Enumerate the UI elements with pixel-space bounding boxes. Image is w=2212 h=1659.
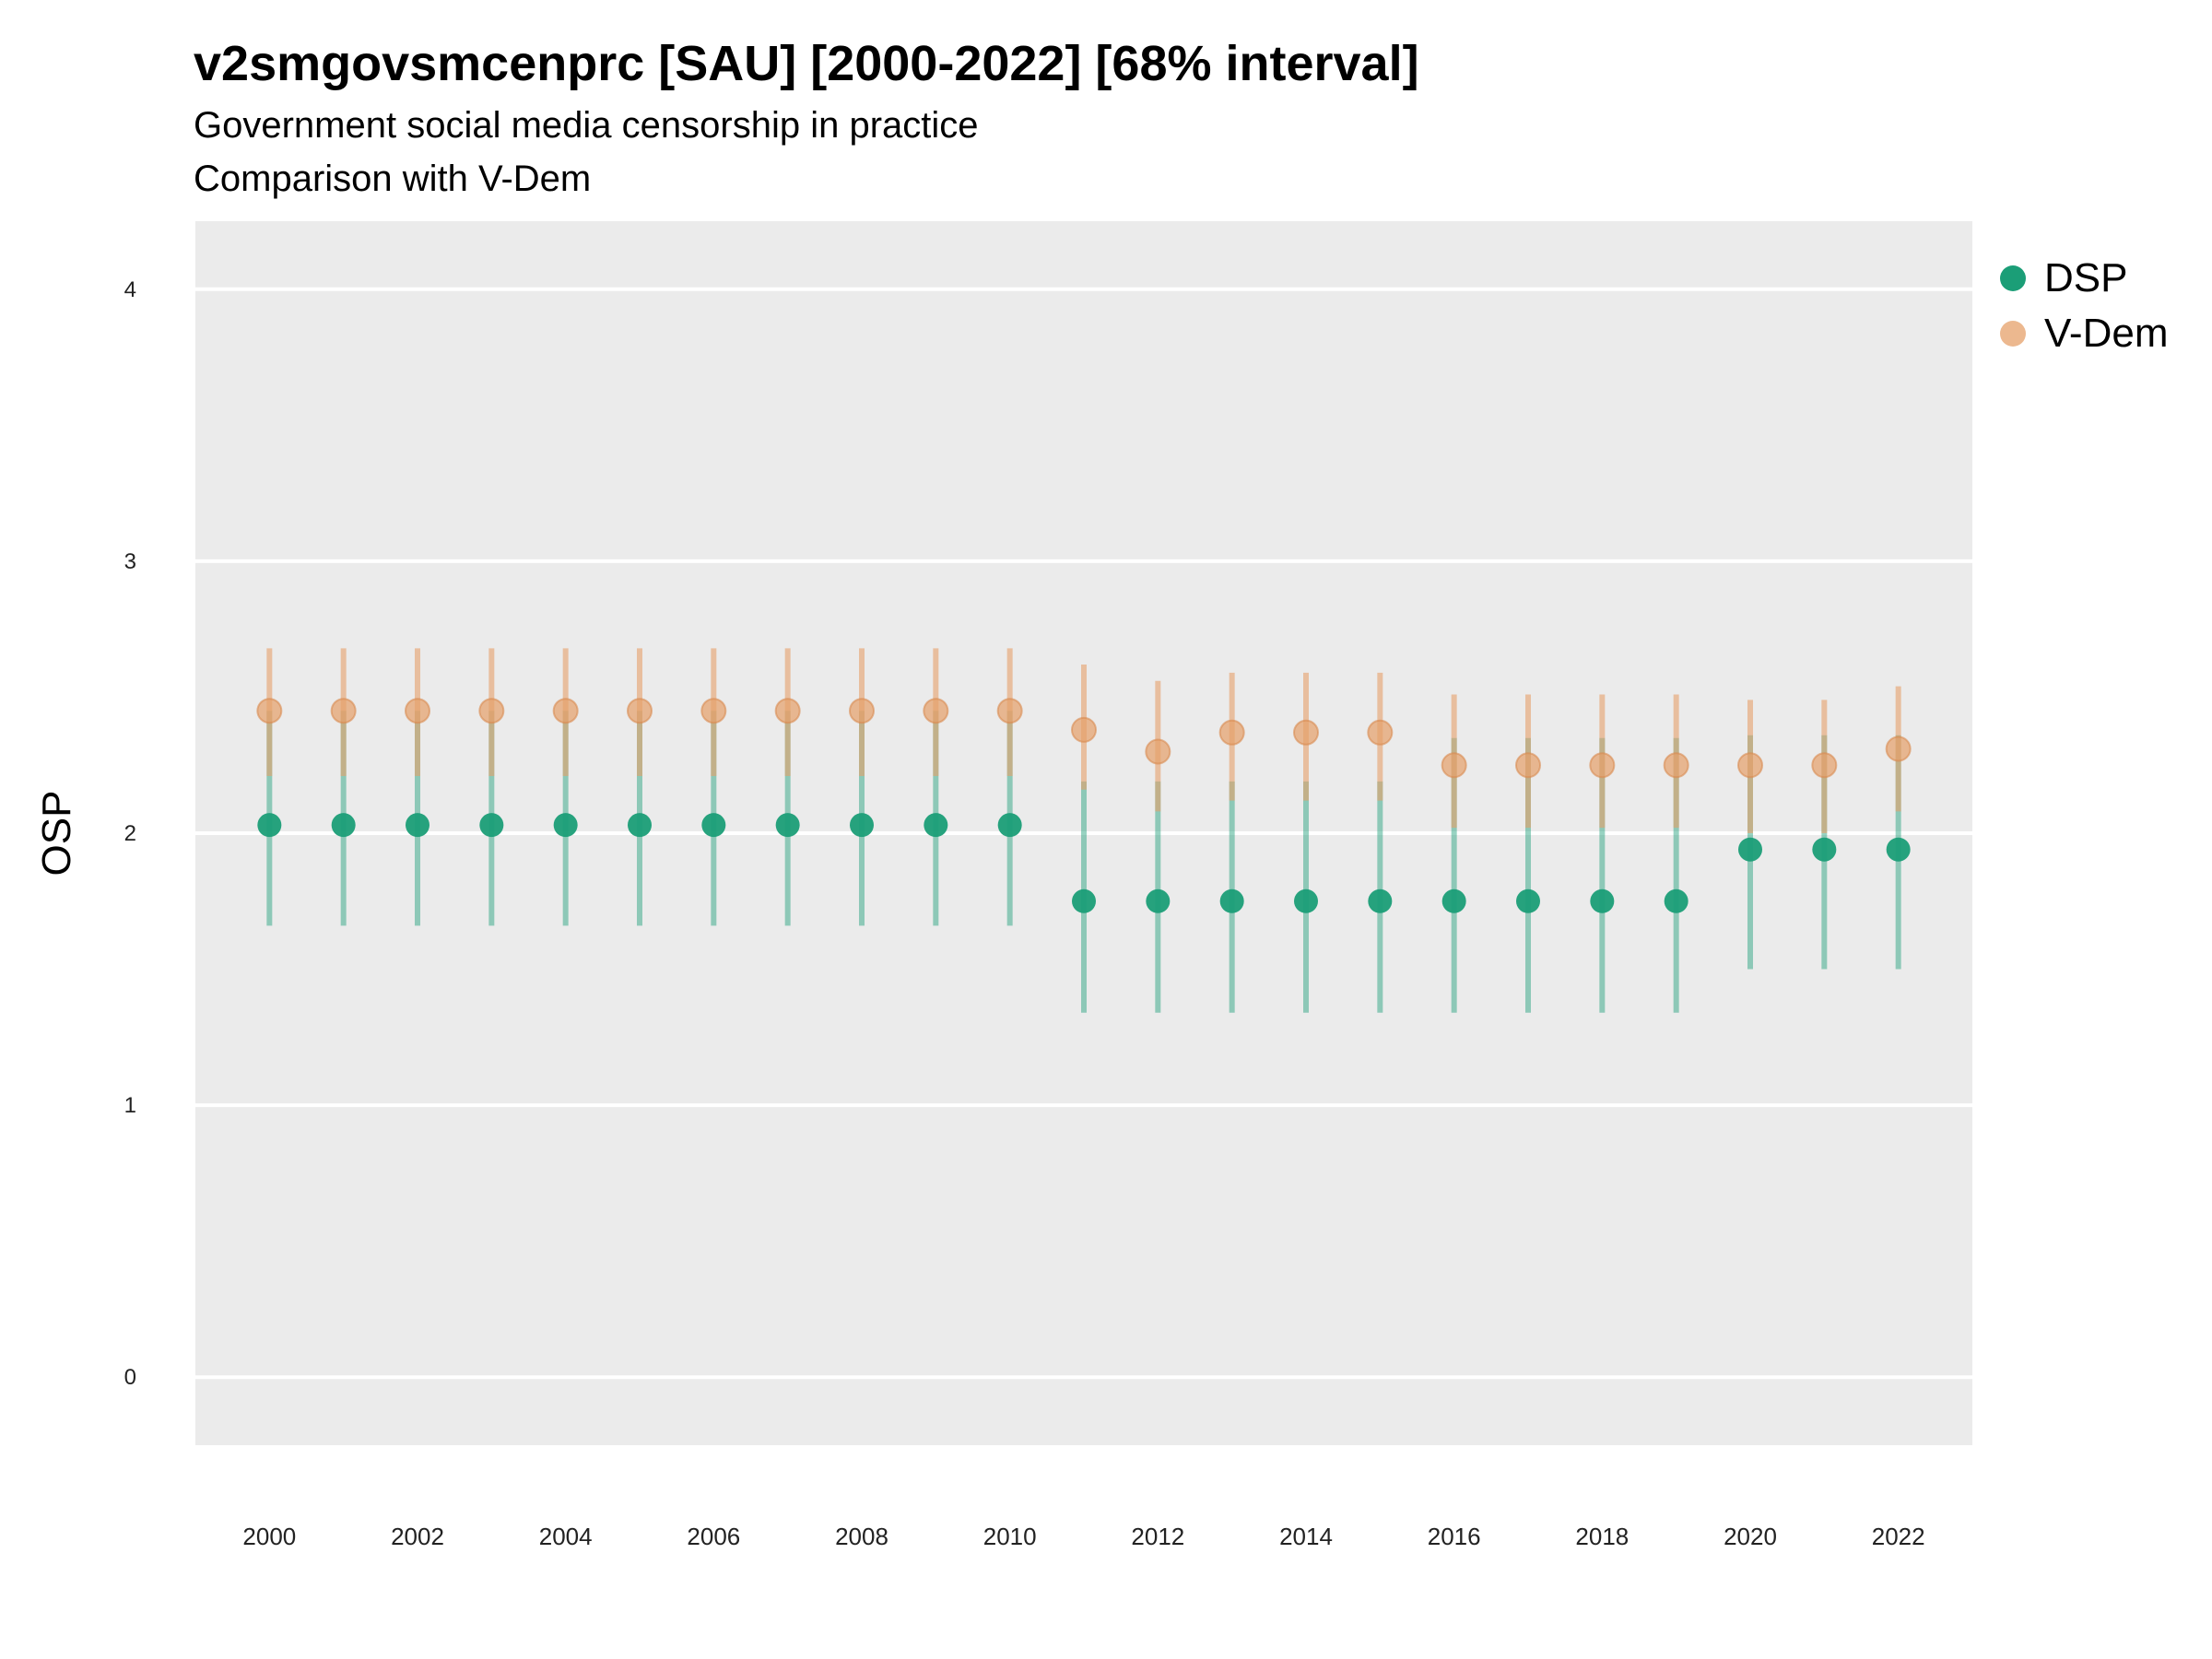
vdem-point (256, 698, 283, 724)
chart-caption: Comparison with V-Dem (194, 159, 592, 199)
dsp-point (1812, 837, 1837, 862)
vdem-point (1441, 752, 1467, 779)
legend-swatch-vdem (2000, 321, 2026, 347)
legend-label-vdem: V-Dem (2044, 311, 2169, 356)
x-tick-label: 2022 (1872, 1523, 1925, 1550)
x-tick-label: 2004 (539, 1523, 593, 1550)
x-tick-label: 2012 (1131, 1523, 1184, 1550)
vdem-point (405, 698, 430, 724)
dsp-point (1219, 888, 1244, 913)
dsp-point (1072, 888, 1096, 913)
dsp-point (1368, 888, 1393, 913)
chart-subtitle: Government social media censorship in pr… (194, 105, 979, 146)
legend-item-vdem: V-Dem (2000, 306, 2168, 361)
vdem-point (330, 698, 357, 724)
vdem-point (552, 698, 579, 724)
dsp-point (1441, 888, 1466, 913)
vdem-point (627, 698, 653, 724)
vdem-point (1515, 752, 1541, 779)
legend-swatch-dsp (2000, 265, 2026, 291)
dsp-point (1294, 888, 1318, 913)
y-tick-label: 4 (124, 277, 136, 302)
x-tick-label: 2006 (687, 1523, 740, 1550)
vdem-point (1145, 738, 1171, 765)
dsp-point (850, 813, 874, 838)
vdem-point (1885, 735, 1912, 762)
dsp-point (331, 813, 356, 838)
vdem-point (1737, 752, 1763, 779)
dsp-point (924, 813, 948, 838)
dsp-point (628, 813, 652, 838)
y-tick-label: 3 (124, 549, 136, 574)
vdem-point (1811, 752, 1838, 779)
dsp-point (1664, 888, 1688, 913)
vdem-point (996, 698, 1023, 724)
dsp-point (479, 813, 504, 838)
dsp-point (1516, 888, 1540, 913)
dsp-point (1738, 837, 1762, 862)
vdem-point (1071, 716, 1097, 743)
vdem-point (774, 698, 801, 724)
vdem-point (849, 698, 875, 724)
vdem-point (1367, 719, 1394, 746)
y-tick-label: 0 (124, 1365, 136, 1390)
vdem-point (923, 698, 949, 724)
vdem-point (700, 698, 727, 724)
x-tick-label: 2008 (835, 1523, 888, 1550)
legend-label-dsp: DSP (2044, 255, 2128, 300)
dsp-point (775, 813, 800, 838)
y-tick-label: 1 (124, 1093, 136, 1118)
vdem-point (1589, 752, 1616, 779)
vdem-point (1218, 719, 1245, 746)
x-tick-label: 2018 (1575, 1523, 1629, 1550)
x-tick-label: 2016 (1428, 1523, 1481, 1550)
dsp-point (997, 813, 1022, 838)
dsp-point (1886, 837, 1911, 862)
x-tick-label: 2000 (242, 1523, 296, 1550)
dsp-point (701, 813, 726, 838)
vdem-point (1663, 752, 1689, 779)
x-tick-label: 2014 (1279, 1523, 1333, 1550)
x-tick-label: 2002 (391, 1523, 444, 1550)
y-axis-title: OSP (34, 791, 79, 877)
legend-item-dsp: DSP (2000, 251, 2127, 306)
y-tick-label: 2 (124, 821, 136, 846)
vdem-point (478, 698, 505, 724)
dsp-point (406, 813, 429, 838)
dsp-point (257, 813, 282, 838)
x-tick-label: 2010 (983, 1523, 1037, 1550)
vdem-point (1293, 719, 1319, 746)
x-tick-label: 2020 (1724, 1523, 1777, 1550)
dsp-point (1146, 888, 1171, 913)
dsp-point (1590, 888, 1615, 913)
chart-title: v2smgovsmcenprc [SAU] [2000-2022] [68% i… (194, 36, 1419, 91)
dsp-point (553, 813, 578, 838)
